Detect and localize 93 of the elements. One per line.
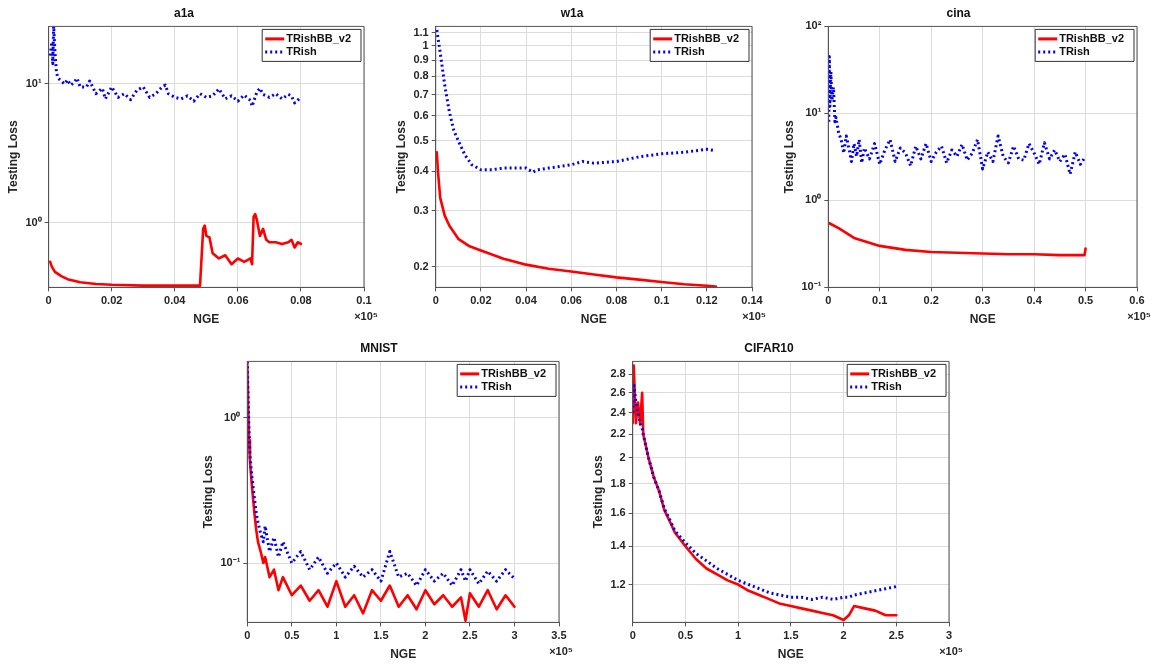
x-tick-label: 0.14 [741, 294, 764, 307]
y-axis-title: Testing Loss [393, 120, 408, 194]
x-tick-label: 0.08 [290, 294, 312, 307]
y-axis-title: Testing Loss [5, 120, 20, 194]
x-tick-label: 1 [735, 629, 742, 642]
x-tick-label: 2 [840, 629, 847, 642]
text: ×10⁵ [549, 644, 573, 657]
x-tick-label: 0.6 [1129, 294, 1145, 307]
chart-title: CIFAR10 [744, 340, 794, 355]
legend-label: TRishBB_v2 [674, 31, 739, 44]
x-tick-label: 0.02 [101, 294, 123, 307]
y-tick-label: 10⁰ [805, 193, 822, 206]
y-tick-label: 0.5 [413, 133, 429, 146]
x-tick-label: 0.5 [677, 629, 694, 642]
x-tick-label: 0 [432, 294, 439, 307]
x-tick-label: 0.04 [164, 294, 187, 307]
y-tick-label: 1.8 [610, 476, 626, 489]
text: ×10⁵ [939, 644, 963, 657]
x-tick-label: 1 [333, 629, 340, 642]
chart-title: cina [946, 5, 971, 20]
x-tick-label: 3.5 [551, 629, 567, 642]
x-tick-label: 0 [45, 294, 52, 307]
x-tick-label: 0.06 [560, 294, 582, 307]
legend-label: TRish [1059, 44, 1091, 57]
x-axis-title: NGE [969, 312, 996, 327]
y-tick-label: 1.1 [413, 25, 429, 38]
y-tick-label: 2.6 [610, 385, 626, 398]
y-tick-label: 0.9 [413, 53, 429, 66]
x-tick-label: 0.4 [1026, 294, 1043, 307]
y-tick-label: 2 [619, 450, 626, 463]
y-tick-label: 0.3 [413, 204, 429, 217]
line-series [828, 55, 1088, 176]
legend-label: TRish [871, 379, 903, 392]
x-tick-label: 0.5 [1077, 294, 1094, 307]
x-tick-label: 0 [244, 629, 251, 642]
x-tick-label: 0.08 [605, 294, 628, 307]
legend-label: TRishBB_v2 [286, 31, 351, 44]
y-tick-label: 2.2 [610, 427, 626, 440]
legend-label: TRishBB_v2 [481, 366, 546, 379]
y-tick-label: 0.4 [413, 164, 430, 177]
y-axis-title: Testing Loss [200, 455, 215, 529]
x-tick-label: 1.5 [373, 629, 389, 642]
x-tick-label: 0.1 [653, 294, 670, 307]
y-tick-label: 10⁰ [25, 215, 42, 228]
y-tick-label: 10⁻¹ [801, 280, 822, 293]
x-tick-label: 0.1 [356, 294, 372, 307]
chart-title: MNIST [360, 340, 399, 355]
x-tick-label: 3 [945, 629, 953, 642]
legend-label: TRish [286, 44, 318, 57]
x-tick-label: 0.12 [696, 294, 718, 307]
y-tick-label: 1.4 [610, 539, 627, 552]
x-tick-label: 2.5 [888, 629, 904, 642]
x-tick-label: 0 [629, 629, 636, 642]
x-tick-label: 2.5 [462, 629, 478, 642]
y-tick-label: 1.2 [610, 577, 626, 590]
x-tick-label: 1.5 [783, 629, 799, 642]
x-tick-label: 0.04 [515, 294, 538, 307]
y-tick-label: 0.6 [413, 108, 429, 121]
x-tick-label: 0.5 [284, 629, 300, 642]
y-tick-label: 0.7 [413, 87, 429, 100]
x-axis-title: NGE [580, 312, 607, 327]
y-tick-label: 2.8 [610, 367, 626, 380]
legend-label: TRish [674, 44, 706, 57]
legend-label: TRishBB_v2 [871, 366, 936, 379]
x-axis-title: NGE [390, 647, 417, 662]
y-tick-label: 1.6 [610, 506, 626, 519]
x-tick-label: 0.1 [872, 294, 888, 307]
y-tick-label: 10⁰ [224, 410, 241, 423]
text: ×10⁵ [354, 309, 378, 322]
y-axis-title: Testing Loss [781, 120, 796, 194]
y-tick-label: 0.2 [413, 259, 429, 272]
y-tick-label: 10⁻¹ [220, 556, 241, 569]
x-tick-label: 0.02 [470, 294, 492, 307]
y-tick-label: 10¹ [805, 106, 822, 119]
x-axis-title: NGE [777, 647, 804, 662]
x-tick-label: 0.2 [923, 294, 939, 307]
text: ×10⁵ [1127, 309, 1151, 322]
chart-title: a1a [173, 5, 195, 20]
y-tick-label: 1 [422, 38, 429, 51]
x-tick-label: 3 [511, 629, 518, 642]
x-axis-title: NGE [193, 312, 220, 327]
y-axis-title: Testing Loss [590, 455, 605, 529]
x-tick-label: 0 [825, 294, 832, 307]
chart-title: w1a [559, 5, 584, 20]
x-tick-label: 0.3 [975, 294, 991, 307]
x-tick-label: 0.06 [227, 294, 249, 307]
y-tick-label: 10¹ [25, 76, 42, 89]
text: ×10⁵ [742, 309, 766, 322]
legend-label: TRish [481, 379, 513, 392]
y-tick-label: 2.4 [610, 405, 627, 418]
y-tick-label: 10² [805, 19, 822, 32]
legend-label: TRishBB_v2 [1059, 31, 1124, 44]
y-tick-label: 0.8 [413, 69, 429, 82]
